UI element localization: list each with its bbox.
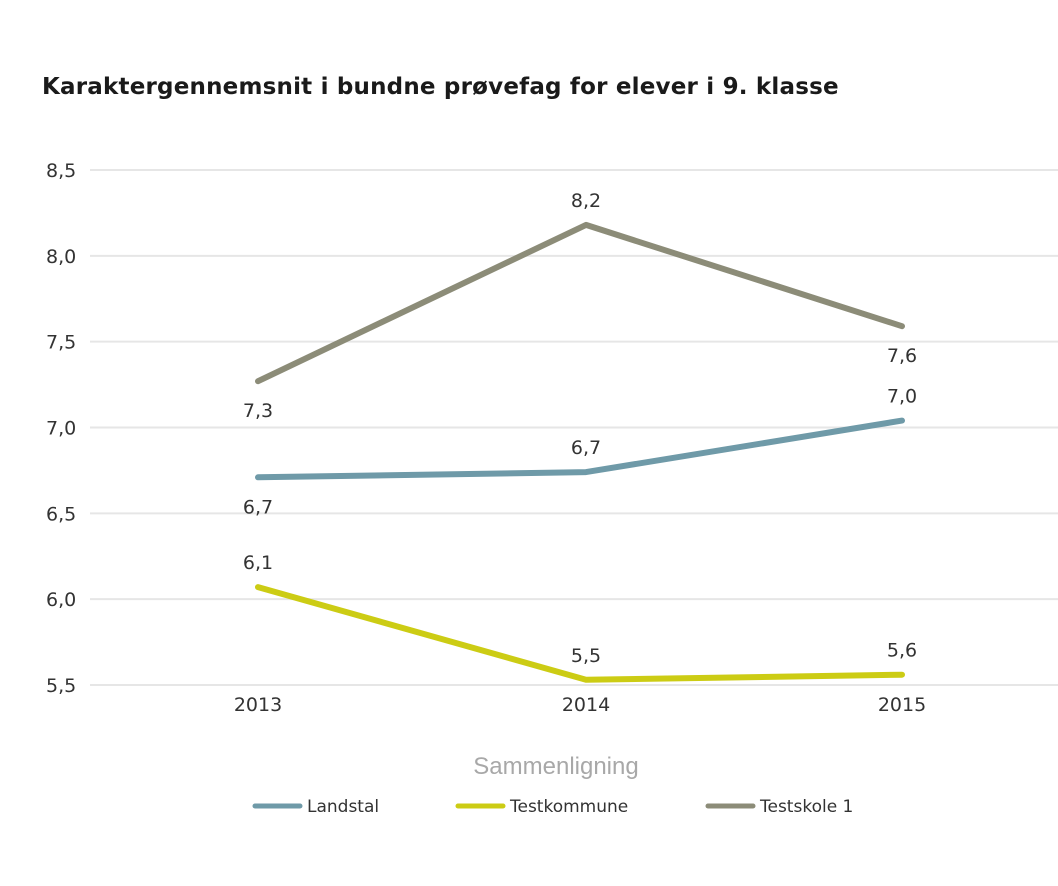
- y-axis-ticks: 5,5 6,0 6,5 7,0 7,5 8,0 8,5: [46, 160, 76, 697]
- data-label: 8,2: [571, 190, 601, 212]
- legend-label: Testskole 1: [759, 797, 853, 817]
- y-tick-label: 8,5: [46, 160, 76, 182]
- data-label: 6,7: [243, 496, 273, 518]
- chart-title: Karaktergennemsnit i bundne prøvefag for…: [42, 74, 839, 100]
- y-tick-label: 5,5: [46, 675, 76, 697]
- data-label: 7,0: [887, 386, 917, 408]
- gridlines: [90, 169, 1058, 686]
- x-tick-label: 2015: [878, 694, 926, 716]
- x-axis-ticks: 2013 2014 2015: [234, 694, 926, 716]
- series-lines: [255, 221, 905, 683]
- x-axis-title: Sammenligning: [473, 753, 638, 780]
- data-label: 6,1: [243, 552, 273, 574]
- data-label: 5,5: [571, 645, 601, 667]
- y-tick-label: 6,0: [46, 589, 76, 611]
- y-tick-label: 6,5: [46, 503, 76, 525]
- legend: Landstal Testkommune Testskole 1: [252, 797, 853, 817]
- data-label: 6,7: [571, 437, 601, 459]
- series-line-testkommune: [255, 584, 905, 683]
- series-line-testskole-1: [255, 221, 905, 385]
- legend-label: Landstal: [307, 797, 379, 817]
- y-tick-label: 8,0: [46, 246, 76, 268]
- y-tick-label: 7,5: [46, 332, 76, 354]
- data-labels: 6,7 6,7 7,0 6,1 5,5 5,6 7,3 8,2 7,6: [243, 190, 917, 667]
- x-tick-label: 2014: [562, 694, 610, 716]
- legend-label: Testkommune: [509, 797, 628, 817]
- y-tick-label: 7,0: [46, 418, 76, 440]
- data-label: 7,3: [243, 400, 273, 422]
- x-tick-label: 2013: [234, 694, 282, 716]
- series-line-landstal: [255, 417, 905, 481]
- data-label: 7,6: [887, 345, 917, 367]
- data-label: 5,6: [887, 640, 917, 662]
